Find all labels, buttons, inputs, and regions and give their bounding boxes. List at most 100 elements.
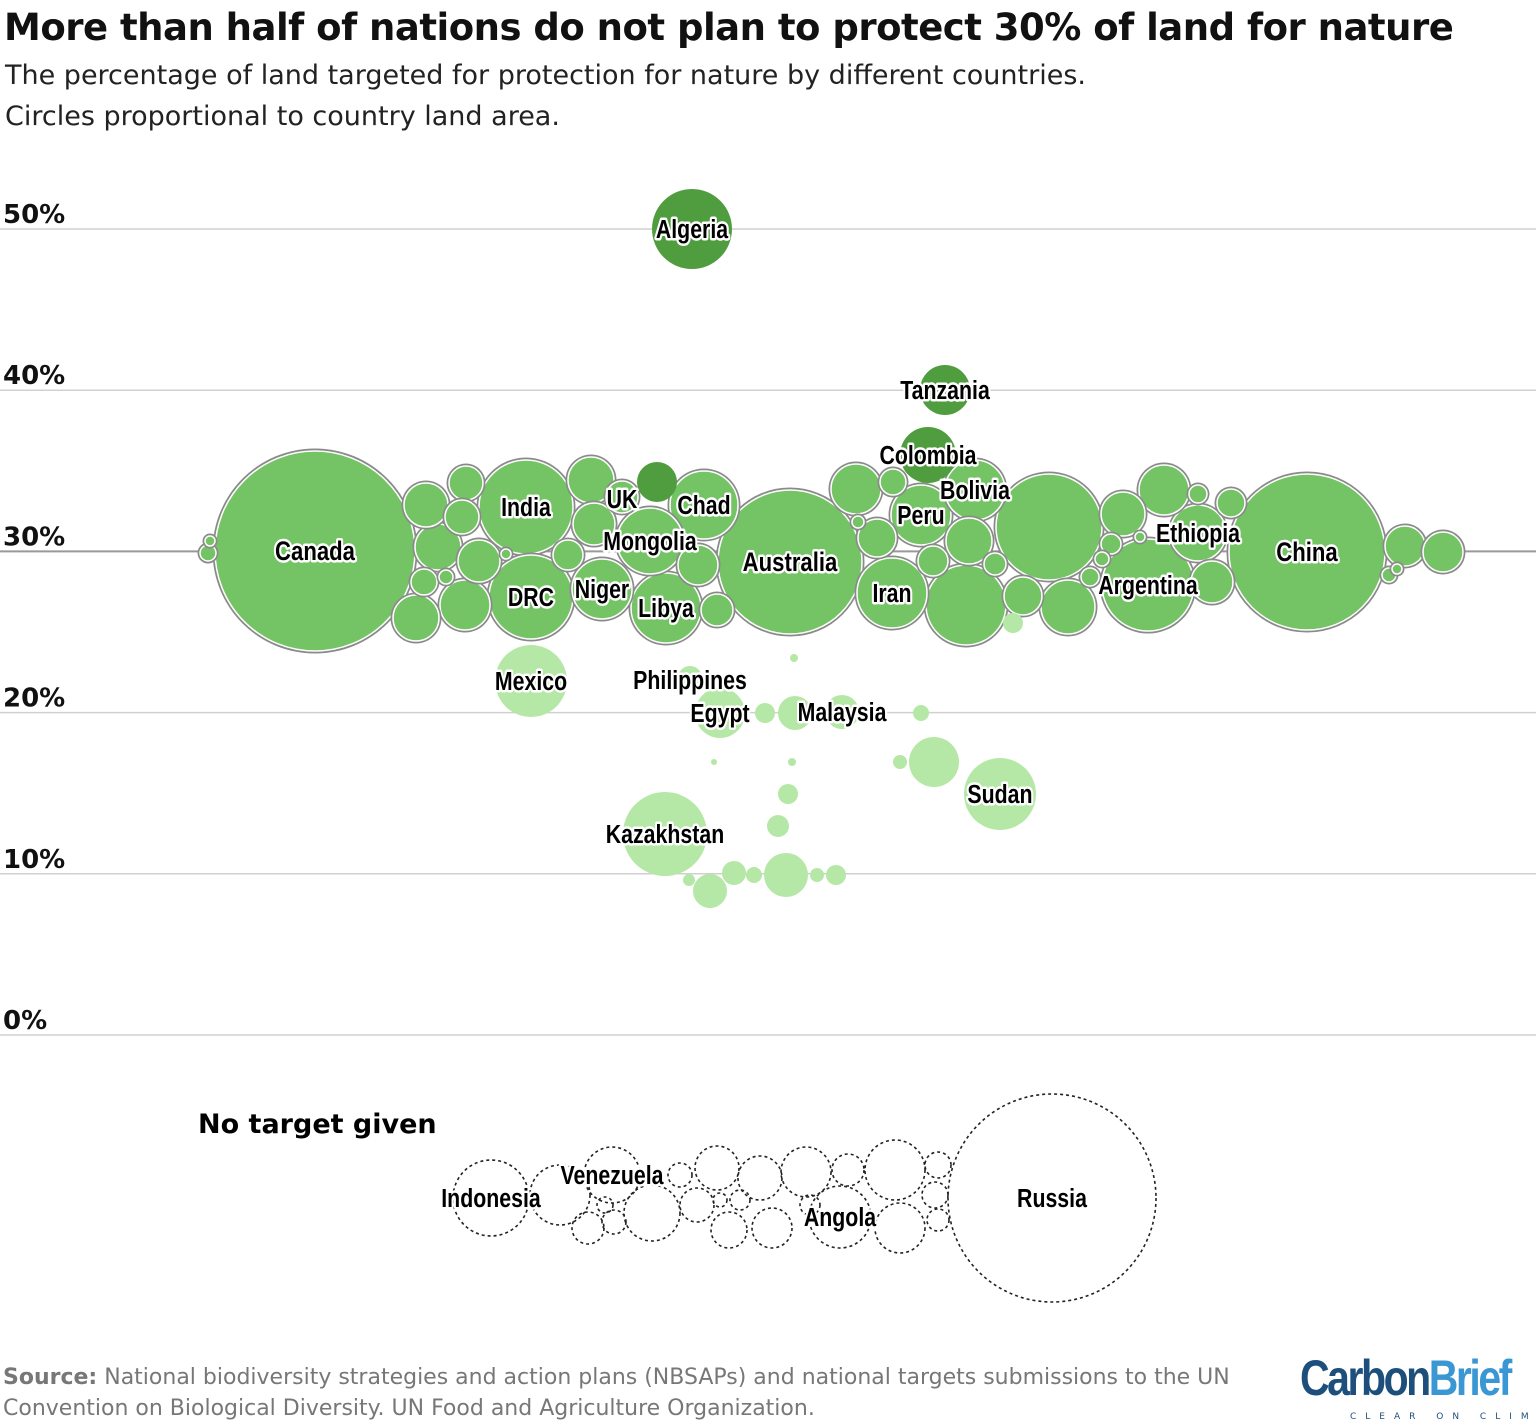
no-target-circle: [667, 1162, 693, 1188]
country-circle: [755, 703, 775, 723]
country-circle: [810, 868, 824, 882]
circle-angola: [808, 1185, 872, 1249]
country-circle: [746, 867, 762, 883]
y-tick-label: 40%: [3, 361, 65, 391]
source-note: Source: National biodiversity strategies…: [3, 1362, 1233, 1424]
label-australia: Australia: [743, 548, 838, 578]
no-target-circle: [864, 1139, 926, 1201]
circle-iran: [856, 557, 928, 629]
circle-egypt: [695, 688, 745, 738]
no-target-circle: [729, 1189, 751, 1211]
country-circle: [764, 853, 808, 897]
no-target-label: No target given: [198, 1109, 437, 1140]
label-philippines: Philippines: [633, 666, 747, 696]
no-target-circle: [571, 1211, 605, 1245]
country-circle: [913, 705, 929, 721]
country-circle: [392, 594, 440, 642]
circle-niger: [571, 558, 633, 620]
label-malaysia: Malaysia: [798, 698, 888, 728]
country-circle: [448, 465, 484, 501]
source-label: Source:: [3, 1365, 98, 1390]
label-canada: Canada: [275, 537, 355, 567]
country-circle: [711, 759, 717, 765]
label-argentina: Argentina: [1098, 571, 1198, 601]
label-china: China: [1276, 538, 1338, 568]
circle-malaysia: [825, 695, 859, 729]
country-circle: [403, 482, 449, 528]
country-labels: Russia Canada China Australia India Argentina…: [273, 213, 1340, 1235]
country-circle: [693, 874, 727, 908]
country-circle: [438, 569, 454, 585]
country-circle: [677, 544, 719, 586]
no-target-circle: [601, 1209, 627, 1235]
y-tick-label: 50%: [3, 200, 65, 230]
country-circle: [204, 535, 216, 547]
no-target-circle: [710, 1211, 748, 1249]
no-target-circle: [831, 1153, 865, 1187]
label-kazakhstan: Kazakhstan: [606, 820, 724, 850]
country-circles: [197, 189, 1466, 1303]
circle-indonesia: [452, 1159, 530, 1237]
y-tick-label: 10%: [3, 845, 65, 875]
label-indonesia: Indonesia: [441, 1184, 541, 1214]
circle-venezuela: [583, 1146, 641, 1204]
label-angola: Angola: [804, 1203, 877, 1233]
country-circle: [1100, 491, 1146, 537]
label-algeria: Algeria: [656, 215, 729, 245]
logo-brief: Brief: [1428, 1350, 1513, 1406]
no-target-circle: [780, 1146, 832, 1198]
country-circle: [788, 758, 796, 766]
country-circle: [1188, 484, 1208, 504]
y-tick-label: 20%: [3, 684, 65, 714]
country-circle: [1134, 531, 1146, 543]
country-circle: [1384, 525, 1426, 567]
label-chad: Chad: [677, 491, 730, 521]
country-circle: [778, 696, 812, 730]
label-iran: Iran: [872, 579, 911, 609]
circle-mexico: [495, 645, 567, 717]
label-mexico: Mexico: [495, 667, 567, 697]
country-circle: [1391, 563, 1403, 575]
no-target-circle: [874, 1202, 926, 1254]
country-circle: [1094, 551, 1110, 567]
country-circle: [410, 568, 438, 596]
no-target-circle: [751, 1207, 793, 1249]
circle-philippines: [678, 666, 702, 690]
no-target-circle: [596, 1196, 614, 1214]
logo-carbon: Carbon: [1300, 1350, 1431, 1406]
no-target-circle: [694, 1145, 740, 1191]
country-circle: [444, 499, 480, 535]
no-target-circle: [623, 1184, 681, 1242]
country-circle: [790, 654, 798, 662]
country-circle: [1422, 531, 1464, 573]
country-circle: [1100, 533, 1122, 555]
no-target-circle: [712, 1192, 728, 1208]
circle-mongolia: [616, 507, 684, 575]
label-venezuela: Venezuela: [560, 1161, 664, 1191]
no-target-circle: [679, 1187, 715, 1223]
chart-subtitle-size-note: Circles proportional to country land are…: [5, 101, 560, 132]
country-circle: [893, 755, 907, 769]
carbonbrief-logo: CarbonBrief CLEAR ON CLIMATE: [1300, 1350, 1536, 1422]
label-ethiopia: Ethiopia: [1156, 519, 1241, 549]
country-circle: [683, 874, 695, 886]
label-egypt: Egypt: [690, 699, 749, 729]
country-circle: [1003, 576, 1043, 616]
label-colombia: Colombia: [879, 441, 977, 471]
country-circle: [457, 539, 501, 583]
country-circle: [767, 815, 789, 837]
country-circle: [826, 865, 846, 885]
country-circle: [722, 861, 746, 885]
country-circle: [983, 552, 1007, 576]
circle-uk: [605, 480, 639, 514]
circle-colombia: [900, 427, 956, 483]
y-tick-label: 0%: [3, 1006, 47, 1036]
label-russia: Russia: [1017, 1184, 1088, 1214]
country-circle: [439, 579, 491, 631]
label-mongolia: Mongolia: [603, 527, 697, 557]
y-tick-label: 30%: [3, 522, 65, 552]
chart-title: More than half of nations do not plan to…: [4, 6, 1454, 49]
label-libya: Libya: [638, 594, 694, 624]
label-uk: UK: [607, 485, 638, 515]
country-circle: [917, 545, 949, 577]
